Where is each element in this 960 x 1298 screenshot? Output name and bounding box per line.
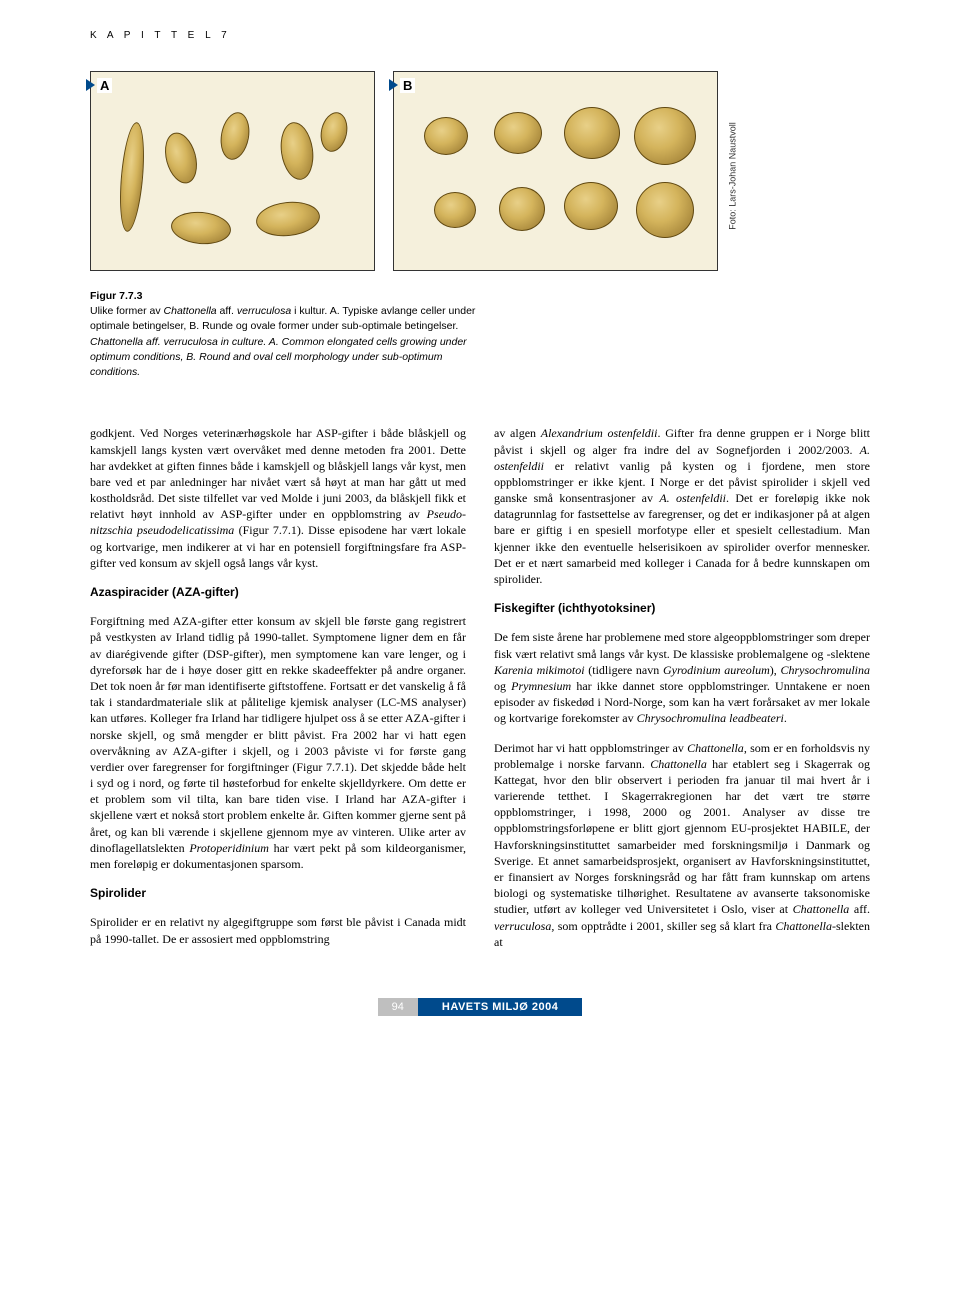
left-p1: godkjent. Ved Norges veterinærhøgskole h… xyxy=(90,425,466,571)
text-columns: godkjent. Ved Norges veterinærhøgskole h… xyxy=(90,425,870,963)
txt: . Det er foreløpig ikke nok datagrunnlag… xyxy=(494,491,870,586)
species: Alexandrium ostenfeldii xyxy=(541,426,658,440)
txt: (tidligere navn xyxy=(585,663,663,677)
txt: . xyxy=(784,711,787,725)
left-column: godkjent. Ved Norges veterinærhøgskole h… xyxy=(90,425,466,963)
heading-azaspiracider: Azaspiracider (AZA-gifter) xyxy=(90,584,466,600)
caption-no-b: aff. xyxy=(217,305,237,317)
heading-fiskegifter: Fiskegifter (ichthyotoksiner) xyxy=(494,600,870,616)
figure-container: A B Foto: Lars-Johan Naustvoll xyxy=(90,71,870,271)
caption-en-a: Chattonella xyxy=(90,336,143,348)
species: Karenia mikimotoi xyxy=(494,663,585,677)
cell-shape xyxy=(160,129,202,187)
txt: Forgiftning med AZA-gifter etter konsum … xyxy=(90,614,466,855)
publication-title: HAVETS MILJØ 2004 xyxy=(418,998,583,1016)
right-p2: De fem siste årene har problemene med st… xyxy=(494,629,870,726)
txt: og xyxy=(494,679,511,693)
cell-shape xyxy=(634,107,696,165)
caption-species-2: verruculosa xyxy=(237,305,291,317)
caption-species-1: Chattonella xyxy=(164,305,217,317)
chapter-header: K A P I T T E L 7 xyxy=(90,30,870,41)
species: Chattonella xyxy=(687,741,744,755)
species: Chattonella xyxy=(793,902,850,916)
txt: som opptrådte i 2001, skiller seg så kla… xyxy=(554,919,775,933)
cell-shape xyxy=(217,110,253,162)
cell-shape xyxy=(317,110,351,155)
cell-shape xyxy=(170,209,233,246)
page-number: 94 xyxy=(378,998,418,1016)
caption-en-c: verruculosa xyxy=(164,336,218,348)
figure-number: Figur 7.7.3 xyxy=(90,290,143,302)
txt: ), xyxy=(770,663,781,677)
cell-shape xyxy=(499,187,545,231)
cell-shape xyxy=(494,112,542,154)
txt: De fem siste årene har problemene med st… xyxy=(494,630,870,660)
photo-credit: Foto: Lars-Johan Naustvoll xyxy=(728,122,738,230)
caption-no-a: Ulike former av xyxy=(90,305,164,317)
right-column: av algen Alexandrium ostenfeldii. Gifter… xyxy=(494,425,870,963)
right-p3: Derimot har vi hatt oppblomstringer av C… xyxy=(494,740,870,950)
species: Gyrodinium aureolum xyxy=(663,663,770,677)
panel-a-label: A xyxy=(97,78,112,93)
txt: av algen xyxy=(494,426,541,440)
cell-shape xyxy=(564,107,620,159)
cell-shape xyxy=(254,199,321,240)
species: Chrysochromulina leadbeateri xyxy=(637,711,784,725)
heading-spirolider: Spirolider xyxy=(90,885,466,901)
txt: har etablert seg i Skagerrak og Kattegat… xyxy=(494,757,870,917)
cell-shape xyxy=(116,121,148,232)
txt: aff. xyxy=(849,902,870,916)
page-footer: 94 HAVETS MILJØ 2004 xyxy=(90,998,870,1016)
txt: Derimot har vi hatt oppblomstringer av xyxy=(494,741,687,755)
species: Prymnesium xyxy=(511,679,571,693)
species: Chattonella xyxy=(650,757,707,771)
caption-en-b: aff. xyxy=(143,336,163,348)
panel-b-label: B xyxy=(400,78,415,93)
right-p1: av algen Alexandrium ostenfeldii. Gifter… xyxy=(494,425,870,587)
cell-shape xyxy=(564,182,618,230)
figure-panel-a: A xyxy=(90,71,375,271)
species: verruculosa, xyxy=(494,919,554,933)
figure-panel-b: B Foto: Lars-Johan Naustvoll xyxy=(393,71,718,271)
species: Chrysochromulina xyxy=(780,663,870,677)
cell-shape xyxy=(424,117,468,155)
cell-shape xyxy=(636,182,694,238)
cell-shape xyxy=(277,120,317,182)
species: A. ostenfeldii xyxy=(659,491,726,505)
cell-shape xyxy=(434,192,476,228)
species: Protoperidinium xyxy=(189,841,269,855)
species: Chattonella xyxy=(775,919,832,933)
left-p3: Spirolider er en relativt ny algegiftgru… xyxy=(90,914,466,946)
left-p2: Forgiftning med AZA-gifter etter konsum … xyxy=(90,613,466,872)
figure-caption: Figur 7.7.3 Ulike former av Chattonella … xyxy=(90,289,490,380)
txt: godkjent. Ved Norges veterinærhøgskole h… xyxy=(90,426,466,521)
